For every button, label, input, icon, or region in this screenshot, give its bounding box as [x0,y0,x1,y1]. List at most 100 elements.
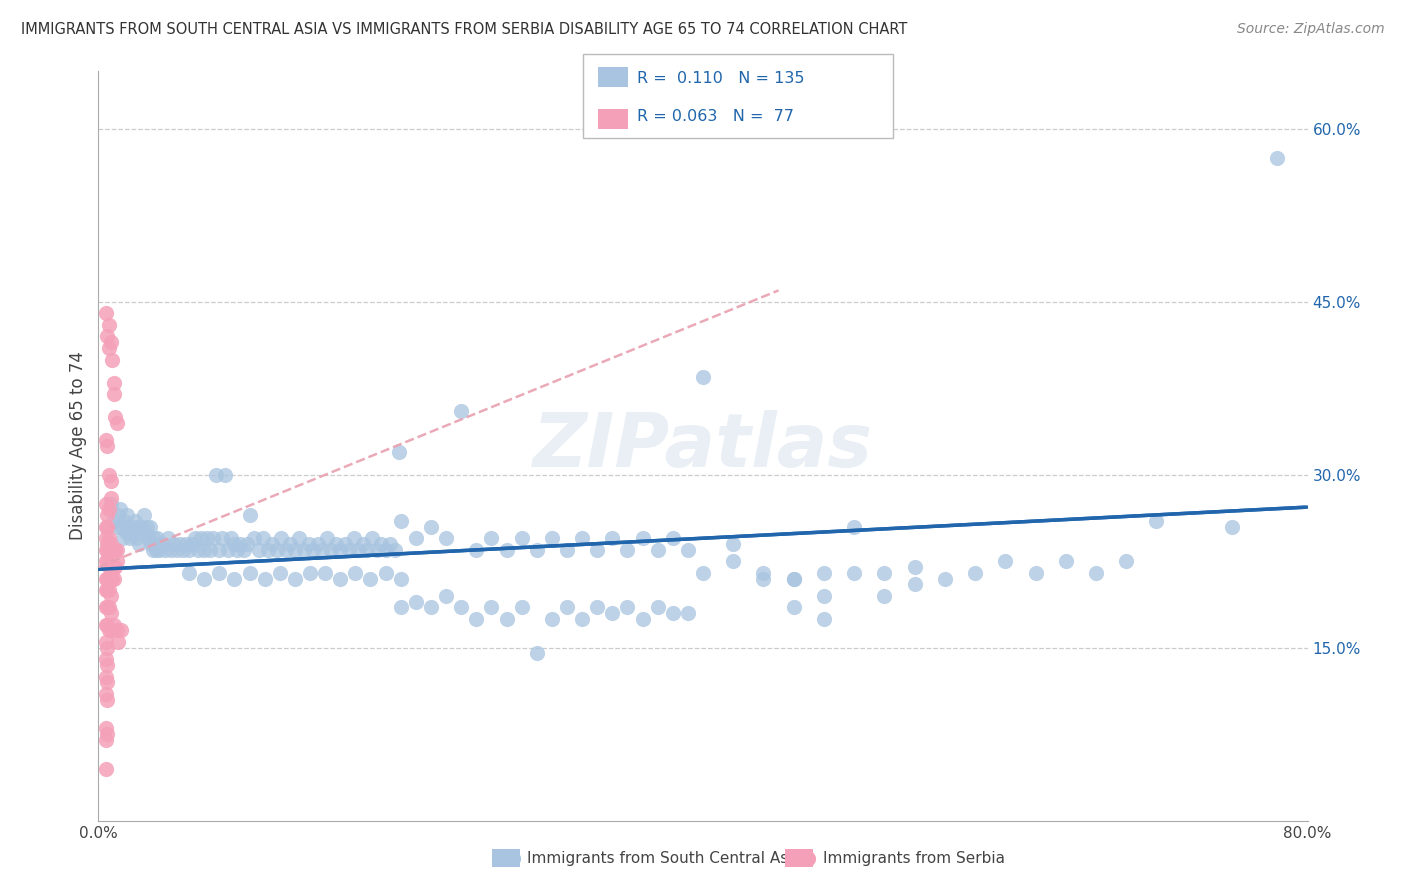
Point [174,537,197,551]
Point [555,600,578,615]
Point [96,572,118,586]
Point [100,572,122,586]
Point [405,594,427,608]
Point [314,566,336,580]
Point [114,525,136,540]
Point [96,727,118,741]
Point [783,572,806,586]
Point [384,542,406,557]
Point [121,519,143,533]
Point [934,572,956,586]
Point [100,606,122,620]
Point [169,537,191,551]
Point [783,572,806,586]
Point [647,600,669,615]
Point [98,560,121,574]
Point [495,612,517,626]
Point [388,444,411,458]
Point [1220,519,1243,533]
Point [224,572,246,586]
Point [96,439,118,453]
Point [333,537,356,551]
Point [752,566,775,580]
Point [343,531,366,545]
Point [813,566,835,580]
Point [288,531,311,545]
Point [904,560,927,574]
Point [98,542,121,557]
Point [226,542,249,557]
Point [94,652,117,666]
Point [205,467,228,482]
Point [104,542,127,557]
Point [540,531,562,545]
Point [103,542,125,557]
Point [602,606,624,620]
Point [200,542,222,557]
Point [676,606,699,620]
Point [101,560,124,574]
Point [329,572,352,586]
Point [120,531,142,545]
Point [105,542,128,557]
Point [307,537,329,551]
Point [526,647,548,661]
Point [94,434,117,448]
Point [110,519,132,533]
Point [292,542,315,557]
Text: Source: ZipAtlas.com: Source: ZipAtlas.com [1237,22,1385,37]
Point [616,542,638,557]
Point [297,537,319,551]
Point [146,531,169,545]
Point [347,542,370,557]
Point [100,537,122,551]
Point [98,583,121,598]
Point [103,560,125,574]
Text: R = 0.063   N =  77: R = 0.063 N = 77 [637,110,794,124]
Point [813,612,835,626]
Point [311,542,333,557]
Point [284,572,307,586]
Point [96,600,118,615]
Point [100,491,122,505]
Point [156,531,179,545]
Point [208,542,231,557]
Point [253,572,276,586]
Point [96,675,118,690]
Point [510,531,533,545]
Point [100,624,122,638]
Point [752,572,775,586]
Point [160,542,183,557]
Point [131,525,153,540]
Point [280,537,302,551]
Point [389,514,412,528]
Point [315,531,337,545]
Point [100,560,122,574]
Point [389,572,412,586]
Point [783,600,806,615]
Point [450,600,472,615]
Point [96,583,118,598]
Point [344,566,367,580]
Point [150,537,173,551]
Point [172,542,194,557]
Point [96,554,118,568]
Point [96,542,118,557]
Point [96,329,118,343]
Point [107,635,129,649]
Point [813,589,835,603]
Text: Immigrants from Serbia: Immigrants from Serbia [823,851,1004,865]
Point [105,624,128,638]
Point [329,542,352,557]
Point [378,537,401,551]
Point [262,537,284,551]
Point [101,352,124,367]
Point [181,537,204,551]
Point [94,554,117,568]
Point [239,566,262,580]
Point [96,658,118,673]
Point [179,542,201,557]
Point [235,537,257,551]
Point [134,525,156,540]
Point [100,335,122,350]
